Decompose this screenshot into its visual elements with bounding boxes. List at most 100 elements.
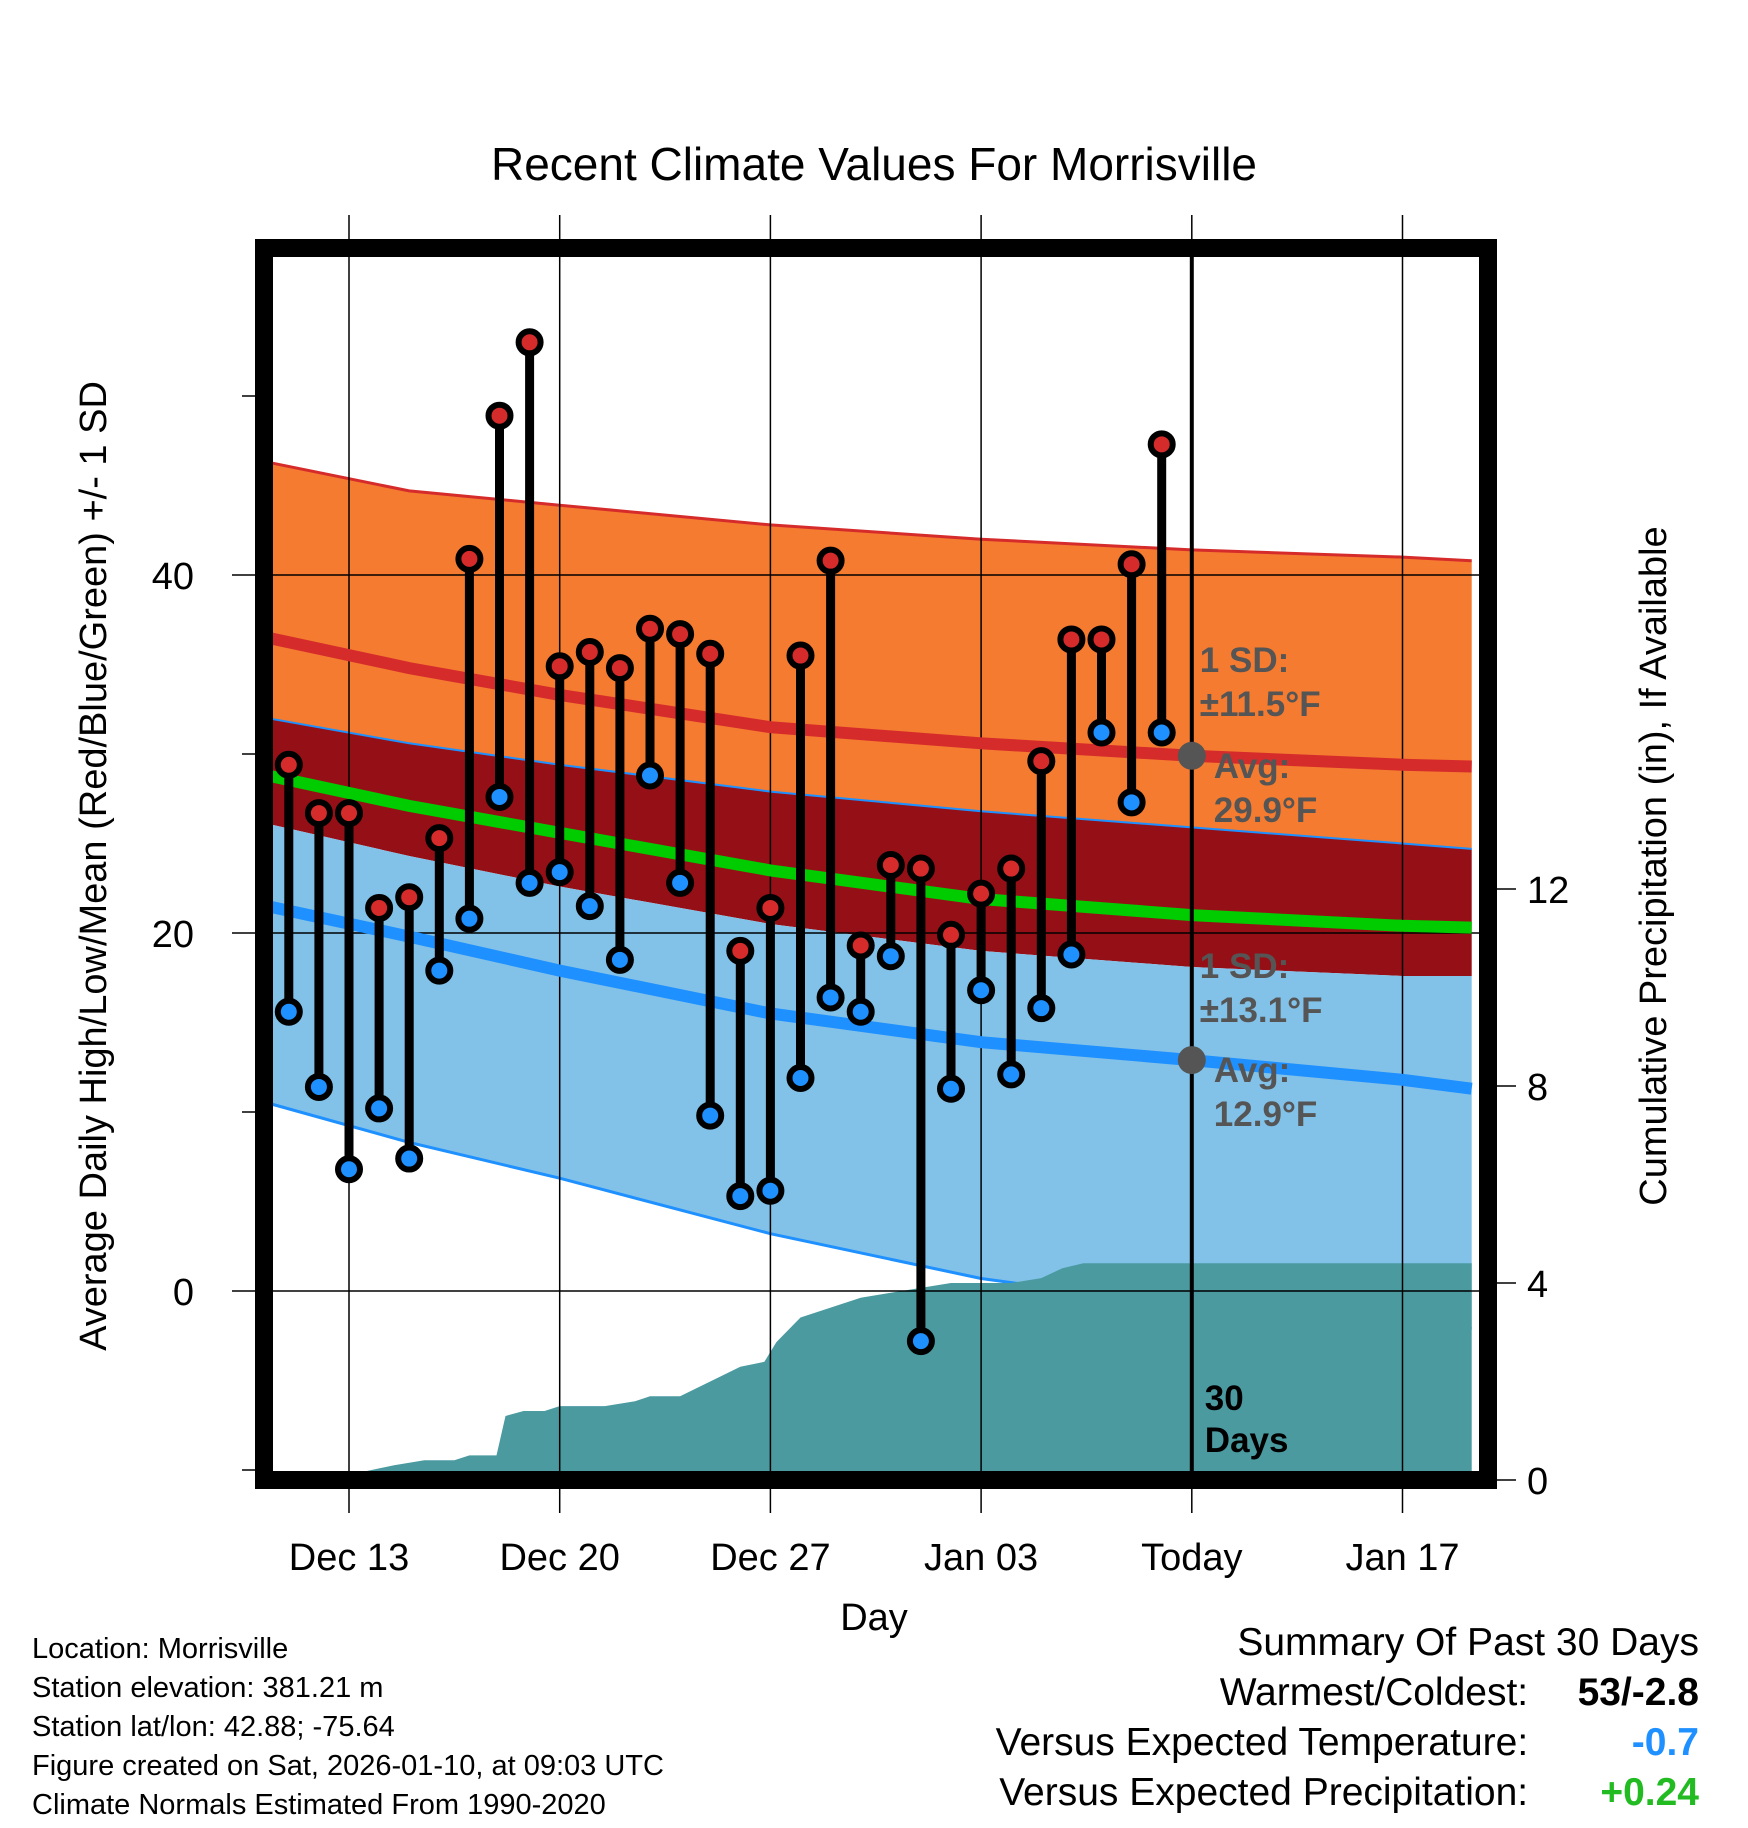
low-sd-annotation: ±13.1°F (1200, 991, 1323, 1030)
x-tick-label: Dec 20 (499, 1537, 619, 1579)
daily-high-point (1057, 625, 1086, 654)
daily-high-point (967, 879, 996, 908)
daily-low-point (846, 997, 875, 1026)
y-axis-label: Average Daily High/Low/Mean (Red/Blue/Gr… (73, 381, 115, 1351)
daily-low-point (335, 1155, 363, 1184)
station-info: Location: Morrisville Station elevation:… (32, 1630, 664, 1825)
daily-low-point (274, 997, 303, 1026)
low-sd-annotation: 1 SD: (1200, 947, 1289, 986)
today-window-label: 30 (1205, 1379, 1244, 1418)
daily-low-point (455, 904, 484, 933)
daily-low-point (937, 1074, 965, 1103)
daily-low-point (816, 983, 845, 1012)
daily-low-point (1147, 718, 1176, 747)
low-avg-line (266, 900, 1473, 1095)
summary-warmest-coldest: Warmest/Coldest: 53/-2.8 (996, 1668, 1699, 1718)
daily-low-point (304, 1072, 333, 1101)
daily-low-point (1027, 994, 1056, 1023)
info-elevation: Station elevation: 381.21 m (32, 1672, 384, 1704)
daily-low-point (365, 1094, 394, 1123)
daily-low-point (575, 892, 604, 921)
daily-high-point (846, 931, 875, 960)
daily-low-point (545, 858, 574, 887)
daily-high-point (545, 652, 574, 681)
daily-low-point (786, 1063, 815, 1092)
daily-high-point (997, 854, 1026, 883)
x-tick-label: Jan 03 (924, 1537, 1038, 1579)
daily-low-point (636, 761, 664, 790)
y2-tick-label: 4 (1527, 1264, 1548, 1306)
high-sd-annotation: 1 SD: (1200, 641, 1289, 680)
y-tick-label: 40 (152, 556, 194, 598)
daily-high-point (575, 637, 604, 666)
daily-low-point (605, 945, 634, 974)
x-tick-label: Dec 13 (289, 1537, 409, 1579)
summary-title: Summary Of Past 30 Days (1237, 1621, 1699, 1664)
today-high-avg-point (1177, 741, 1206, 770)
daily-high-point (876, 850, 905, 879)
today-low-avg-point (1177, 1046, 1206, 1075)
daily-high-point (515, 328, 544, 357)
daily-low-point (485, 782, 514, 811)
daily-high-point (786, 641, 815, 670)
low-avg-annotation: Avg: (1214, 1051, 1290, 1090)
x-tick-label: Jan 17 (1345, 1537, 1459, 1579)
high-sd-top-edge (267, 460, 1472, 563)
daily-high-point (605, 654, 634, 683)
y-tick-label: 0 (173, 1272, 194, 1314)
daily-high-point (365, 893, 394, 922)
daily-high-point (1087, 625, 1116, 654)
summary-warmest-coldest-label: Warmest/Coldest: (1219, 1671, 1529, 1714)
mean-avg-line (266, 769, 1472, 934)
summary-temp: Versus Expected Temperature: -0.7 (996, 1718, 1699, 1768)
chart-title: Recent Climate Values For Morrisville (491, 138, 1257, 190)
y2-axis-label: Cumulative Precipitation (in), If Availa… (1633, 526, 1675, 1205)
high-avg-annotation: 29.9°F (1214, 791, 1318, 830)
daily-low-point (395, 1144, 424, 1173)
daily-high-point (937, 920, 965, 949)
low-avg-annotation: 12.9°F (1214, 1095, 1318, 1134)
daily-high-point (756, 893, 785, 922)
daily-low-point (696, 1101, 725, 1130)
daily-high-point (425, 824, 454, 853)
high-avg-annotation: Avg: (1214, 747, 1290, 786)
x-axis-label: Day (840, 1597, 908, 1639)
daily-low-point (876, 942, 905, 971)
low-sd-band (267, 823, 1472, 1329)
mean-sd-top-edge (267, 717, 1472, 850)
daily-low-point (425, 956, 454, 985)
daily-low-point (515, 868, 544, 897)
summary-temp-label: Versus Expected Temperature: (995, 1721, 1529, 1764)
info-created: Figure created on Sat, 2026-01-10, at 09… (32, 1750, 664, 1782)
daily-high-point (636, 614, 664, 643)
daily-high-point (274, 750, 303, 779)
daily-low-point (906, 1327, 935, 1356)
daily-high-point (816, 546, 845, 575)
summary-precip-label: Versus Expected Precipitation: (999, 1771, 1529, 1814)
summary-panel: Summary Of Past 30 Days Warmest/Coldest:… (996, 1618, 1699, 1818)
daily-high-point (726, 936, 755, 965)
y2-tick-label: 12 (1527, 870, 1569, 912)
summary-warmest-coldest-value: 53/-2.8 (1577, 1671, 1699, 1714)
daily-high-point (485, 401, 514, 430)
daily-high-point (1027, 747, 1056, 776)
daily-low-point (997, 1060, 1026, 1089)
daily-high-point (335, 799, 363, 828)
daily-high-point (304, 799, 333, 828)
daily-low-point (967, 976, 996, 1005)
daily-high-point (395, 883, 424, 912)
daily-low-point (726, 1182, 755, 1211)
high-avg-line (266, 631, 1472, 773)
y-tick-label: 20 (152, 914, 194, 956)
plot-frame (255, 239, 1497, 1489)
daily-high-point (906, 854, 935, 883)
high-sd-annotation: ±11.5°F (1200, 685, 1321, 724)
info-location: Location: Morrisville (32, 1633, 289, 1665)
daily-high-point (696, 639, 725, 668)
x-tick-label: Today (1141, 1537, 1242, 1579)
y2-tick-label: 0 (1527, 1461, 1548, 1503)
daily-low-point (666, 868, 695, 897)
info-normals: Climate Normals Estimated From 1990-2020 (32, 1789, 606, 1821)
daily-high-point (1117, 550, 1146, 579)
